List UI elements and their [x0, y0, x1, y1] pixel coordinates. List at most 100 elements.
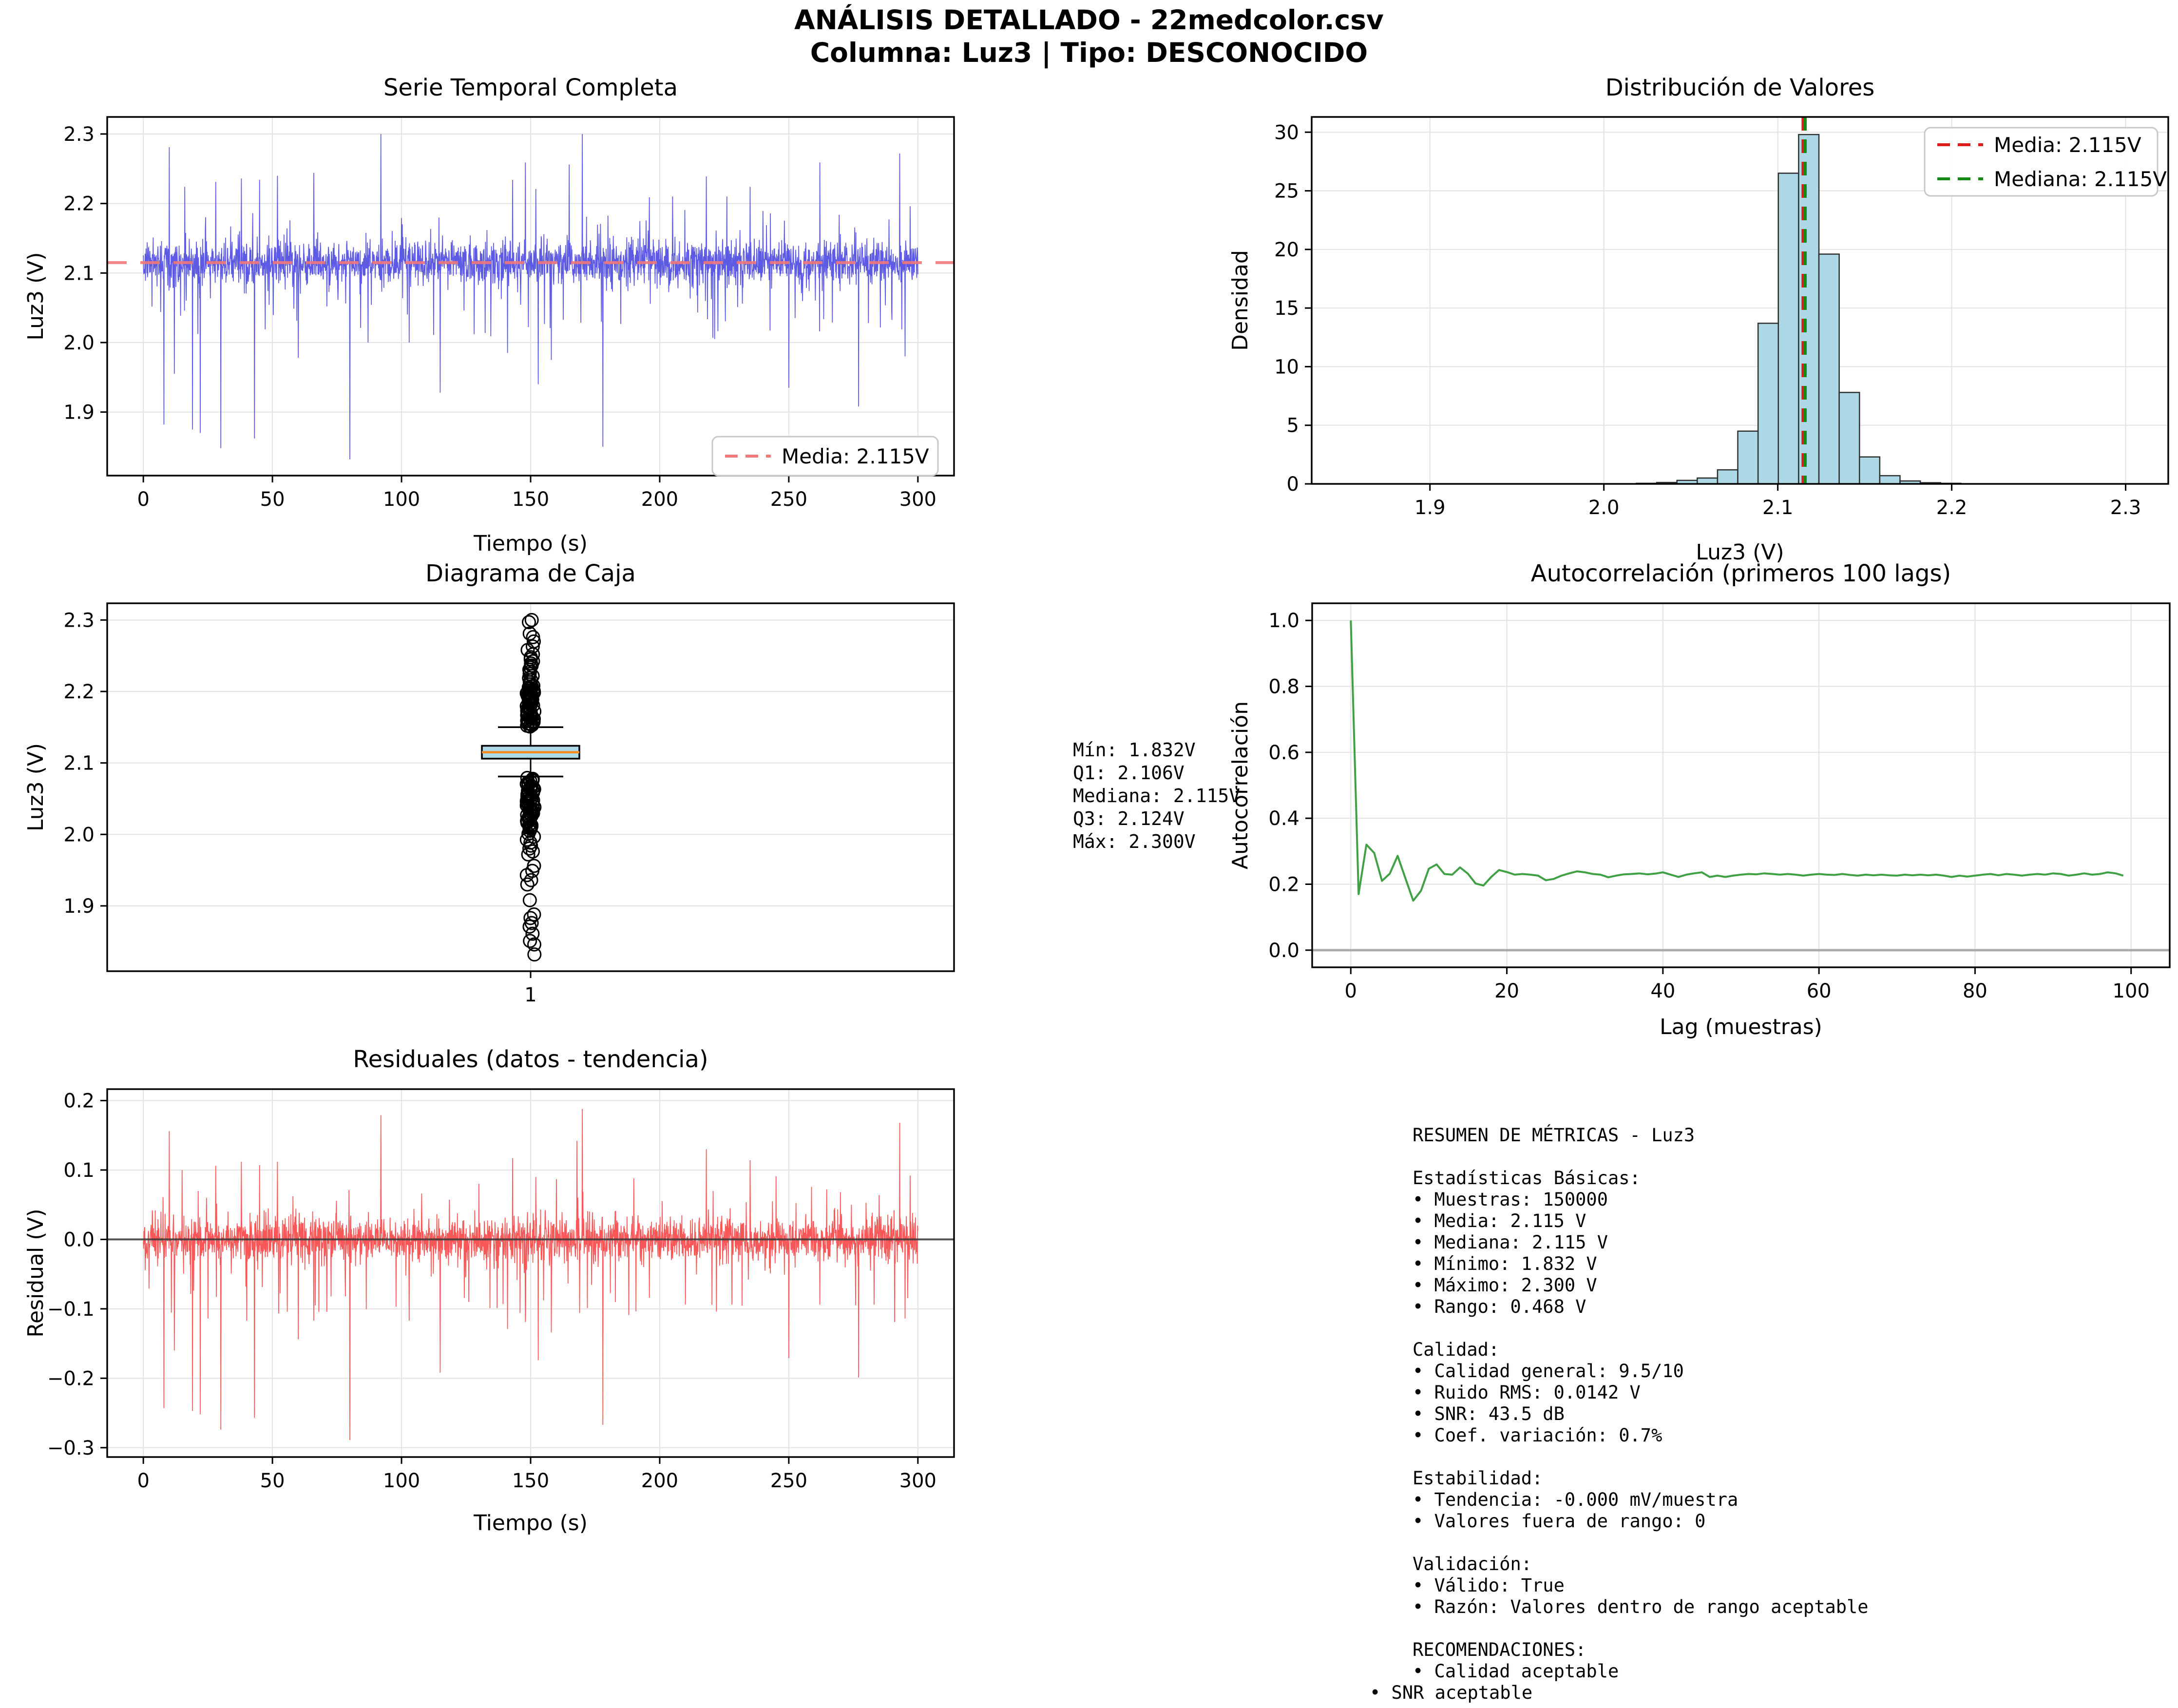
- hist-bar: [1737, 430, 1759, 485]
- chart-text: Residuales (datos - tendencia): [353, 1046, 708, 1073]
- chart-text: 100: [2113, 980, 2150, 1002]
- chart-text: Autocorrelación: [1228, 701, 1253, 869]
- figure-title: ANÁLISIS DETALLADO - 22medcolor.csv Colu…: [0, 4, 2178, 69]
- text-line: • Mínimo: 1.832 V: [1413, 1253, 1597, 1274]
- chart-text: −0.2: [47, 1367, 95, 1390]
- outlier-point: [520, 770, 535, 785]
- text-line: [1413, 1618, 1869, 1639]
- chart-text: 2.3: [63, 609, 95, 632]
- outlier-point: [527, 947, 542, 962]
- text-line: • Calidad general: 9.5/10: [1413, 1361, 1684, 1382]
- boxplot-stats-annotation: Mín: 1.832V Q1: 2.106V Mediana: 2.115V Q3: …: [1073, 739, 1240, 853]
- chart-text: 80: [1963, 980, 1987, 1002]
- chart-text: 0: [137, 1470, 149, 1492]
- chart-text: 30: [1274, 121, 1299, 144]
- chart-text: 1.9: [63, 402, 95, 424]
- chart-text: Luz3 (V): [23, 252, 48, 340]
- chart-text: Densidad: [1228, 250, 1253, 351]
- chart-text: Tiempo (s): [473, 1511, 588, 1535]
- legend-box: [711, 436, 939, 477]
- text-line: • SNR: 43.5 dB: [1413, 1403, 1565, 1424]
- chart-text: 0: [1345, 980, 1357, 1002]
- chart-text: Lag (muestras): [1660, 1015, 1822, 1039]
- chart-text: Luz3 (V): [23, 743, 48, 831]
- chart-text: Distribución de Valores: [1605, 74, 1875, 101]
- chart-text: 2.0: [63, 824, 95, 846]
- text-line: RECOMENDACIONES:: [1413, 1639, 1586, 1660]
- axes-frame: [1311, 116, 2169, 485]
- chart-text: 20: [1494, 980, 1519, 1002]
- outlier-point: [524, 656, 538, 671]
- chart-text: 0.6: [1268, 742, 1299, 764]
- hist-bar: [1757, 323, 1779, 485]
- chart-text: Diagrama de Caja: [425, 560, 636, 587]
- outlier-point: [522, 841, 536, 856]
- chart-text: 1.9: [1414, 497, 1446, 519]
- outlier-point: [522, 893, 537, 907]
- chart-autocorrelacion: 0 20 40 60 80 100 0.0 0.2 0.4 0.6 0.8 1.0 Autocorrel…: [1228, 560, 2171, 1039]
- text-line: Calidad:: [1413, 1339, 1500, 1360]
- outlier-point: [525, 639, 540, 654]
- text-line: • Media: 2.115 V: [1413, 1210, 1586, 1231]
- outlier-point: [520, 877, 535, 892]
- chart-text: 5: [1287, 415, 1299, 437]
- chart-text: 0: [1287, 473, 1299, 496]
- chart-text: 250: [770, 1470, 807, 1492]
- chart-text: 100: [383, 1470, 420, 1492]
- chart-text: 250: [770, 488, 807, 511]
- chart-text: 0.0: [1268, 940, 1299, 962]
- chart-text: 1.0: [1268, 610, 1299, 632]
- outlier-point: [522, 919, 537, 934]
- chart-text: Mediana: 2.115V: [1994, 167, 2167, 191]
- chart-text: Tiempo (s): [473, 531, 588, 556]
- outlier-point: [522, 626, 537, 641]
- chart-text: 300: [899, 1470, 936, 1492]
- outlier-point: [526, 630, 540, 645]
- text-line: Validación:: [1413, 1554, 1532, 1574]
- metrics-summary-panel: RESUMEN DE MÉTRICAS - Luz3 Estadísticas …: [1370, 1125, 1869, 1704]
- outlier-point: [525, 844, 540, 859]
- outlier-point: [523, 934, 537, 948]
- text-line: [1413, 1532, 1869, 1554]
- text-line: Mín: 1.832V: [1073, 739, 1196, 761]
- text-line: [1413, 1146, 1869, 1168]
- chart-text: Media: 2.115V: [782, 444, 929, 468]
- text-line: Q3: 2.124V: [1073, 808, 1185, 829]
- chart-text: 60: [1807, 980, 1832, 1002]
- chart-text: 2.2: [63, 681, 95, 703]
- chart-text: Media: 2.115V: [1994, 133, 2141, 157]
- chart-text: 0.2: [1268, 873, 1299, 896]
- chart-text: 25: [1274, 180, 1299, 203]
- chart-text: 0: [137, 488, 149, 511]
- chart-distribucion: 1.9 2.0 2.1 2.2 2.3 0 5 10 15 20 25 30 Distribución …: [1228, 74, 2169, 565]
- text-line: Estabilidad:: [1413, 1468, 1543, 1489]
- text-line: • Mediana: 2.115 V: [1413, 1232, 1608, 1253]
- outlier-point: [525, 926, 540, 941]
- outlier-point: [519, 832, 534, 847]
- chart-text: 50: [260, 488, 285, 511]
- chart-text: 2.1: [63, 752, 95, 775]
- axes-frame: [1311, 602, 2171, 968]
- chart-text: 50: [260, 1470, 285, 1492]
- text-line: • Máximo: 2.300 V: [1413, 1275, 1597, 1296]
- text-line: • Razón: Valores dentro de rango aceptab…: [1413, 1596, 1869, 1617]
- text-line: [1413, 1446, 1869, 1468]
- outlier-point: [525, 771, 540, 786]
- text-line: Mediana: 2.115V: [1073, 785, 1241, 806]
- chart-text: 0.2: [63, 1090, 95, 1113]
- text-line: • SNR aceptable: [1370, 1682, 1533, 1703]
- autocorr-line: [1350, 620, 2124, 902]
- outlier-point: [519, 868, 534, 883]
- hist-bar: [1777, 173, 1799, 485]
- chart-text: 10: [1274, 356, 1299, 378]
- chart-residuales: 0 50 100 150 200 250 300 −0.3 −0.2 −0.1 0.0 0.1 0.2 R…: [23, 1046, 955, 1535]
- text-line: • Válido: True: [1413, 1575, 1565, 1596]
- outlier-point: [523, 911, 538, 925]
- chart-diagrama_caja: 1 1.9 2.0 2.1 2.2 2.3 Diagrama de Caja Luz3 (V): [23, 560, 955, 1006]
- text-line: • Valores fuera de rango: 0: [1413, 1511, 1706, 1532]
- chart-text: 1: [524, 984, 536, 1006]
- outlier-point: [522, 615, 536, 630]
- chart-text: Luz3 (V): [1696, 540, 1784, 565]
- chart-text: 150: [512, 488, 549, 511]
